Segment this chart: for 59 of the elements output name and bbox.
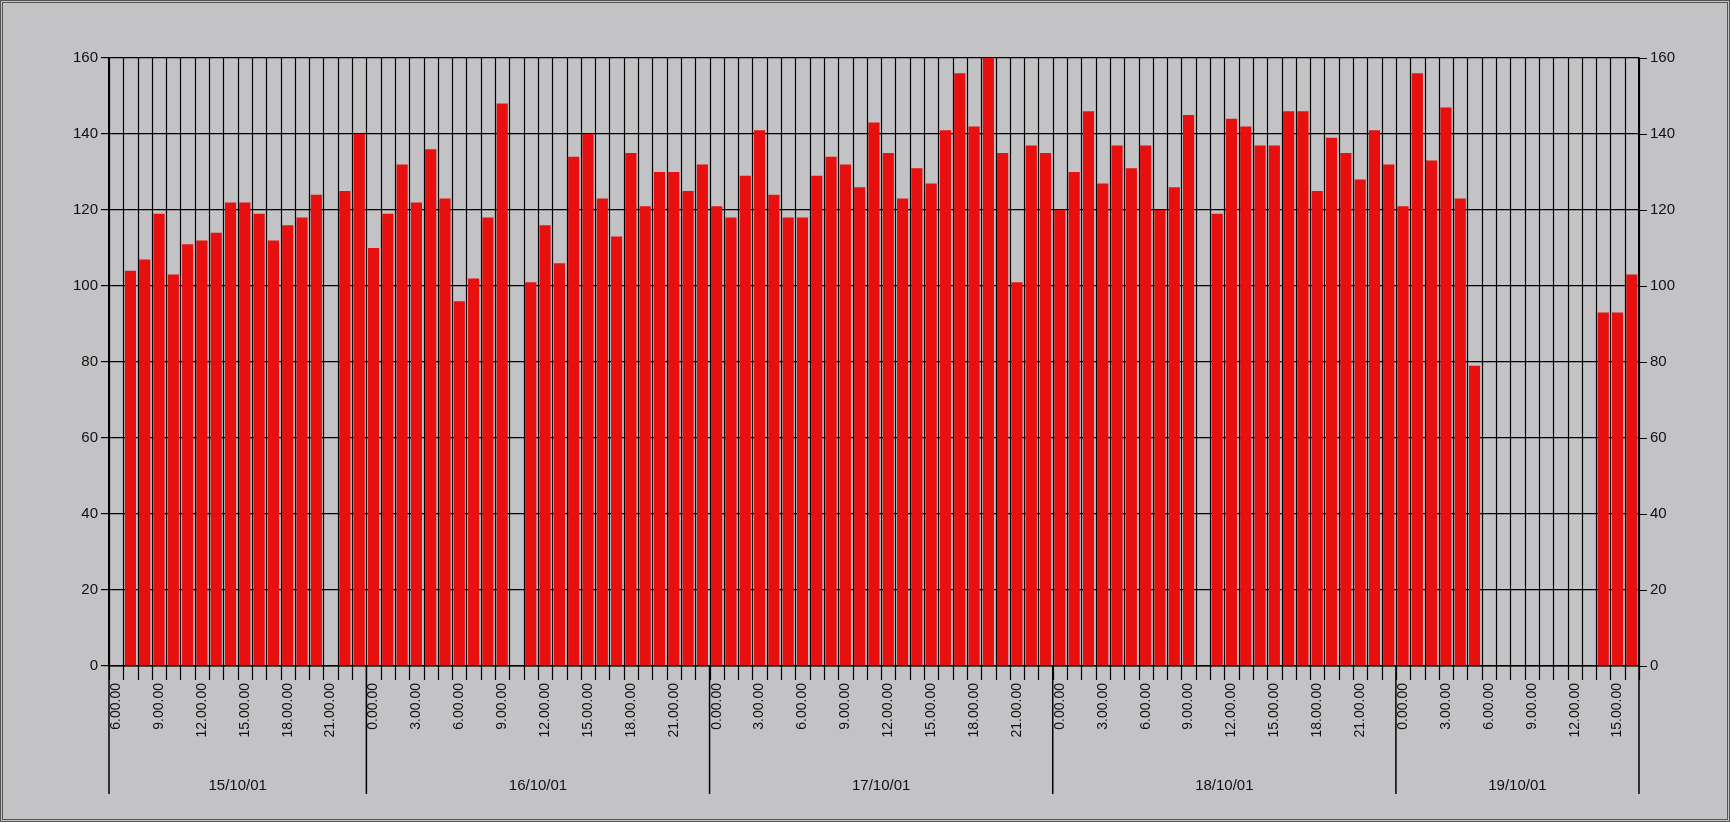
y-tick-label: 140 <box>72 124 98 142</box>
x-tick-label: 6.00.00 <box>793 682 810 730</box>
x-tick-label: 12.00.00 <box>879 682 896 738</box>
x-tick-label: 9.00.00 <box>493 682 510 730</box>
text: 18/10/01 <box>1195 776 1254 794</box>
y-tick-label: 120 <box>72 200 98 218</box>
y2-tick-label: 60 <box>1650 428 1667 446</box>
x-tick-label: 3.00.00 <box>1436 682 1453 730</box>
x-tick-label: 21.00.00 <box>664 682 681 738</box>
y-tick-label: 80 <box>81 352 98 370</box>
x-tick-label: 15.00.00 <box>235 682 252 738</box>
y2-tick-label: 100 <box>1650 276 1676 294</box>
y2-tick-label: 20 <box>1650 580 1667 598</box>
x-tick-label: 18.00.00 <box>964 682 981 738</box>
x-tick-label: 18.00.00 <box>621 682 638 738</box>
x-tick-label: 12.00.00 <box>535 682 552 738</box>
x-tick-label: 0.00.00 <box>1050 682 1067 730</box>
x-tick-label: 12.00.00 <box>192 682 209 738</box>
x-tick-label: 6.00.00 <box>107 682 124 730</box>
x-tick-label: 3.00.00 <box>1093 682 1110 730</box>
x-tick-label: 12.00.00 <box>1222 682 1239 738</box>
x-tick-label: 21.00.00 <box>1007 682 1024 738</box>
text: 16/10/01 <box>508 776 568 794</box>
y2-tick-label: 140 <box>1650 124 1676 142</box>
x-tick-label: 15.00.00 <box>1265 682 1282 738</box>
x-tick-label: 9.00.00 <box>1179 682 1196 730</box>
y-tick-label: 60 <box>81 428 98 446</box>
x-tick-label: 15.00.00 <box>922 682 939 738</box>
x-tick-label: 6.00.00 <box>1479 682 1496 730</box>
x-tick-label: 6.00.00 <box>1136 682 1153 730</box>
y-tick-label: 0 <box>89 656 98 674</box>
y2-tick-label: 120 <box>1650 200 1676 218</box>
x-tick-label: 9.00.00 <box>1522 682 1539 730</box>
x-tick-label: 3.00.00 <box>407 682 424 730</box>
x-tick-label: 15.00.00 <box>1608 682 1625 738</box>
x-tick-label: 12.00.00 <box>1565 682 1582 738</box>
y-tick-label: 40 <box>81 504 98 522</box>
x-tick-label: 9.00.00 <box>836 682 853 730</box>
x-tick-label: 18.00.00 <box>1308 682 1325 738</box>
y2-tick-label: 80 <box>1650 352 1667 370</box>
y2-tick-label: 160 <box>1650 48 1676 66</box>
x-tick-label: 21.00.00 <box>1351 682 1368 738</box>
text: 17/10/01 <box>851 776 911 794</box>
y2-tick-label: 40 <box>1650 504 1667 522</box>
x-tick-label: 18.00.00 <box>278 682 295 738</box>
y-tick-label: 100 <box>72 276 98 294</box>
x-tick-label: 21.00.00 <box>321 682 338 738</box>
x-tick-label: 15.00.00 <box>578 682 595 738</box>
x-tick-label: 0.00.00 <box>707 682 724 730</box>
x-tick-label: 9.00.00 <box>149 682 166 730</box>
x-tick-label: 6.00.00 <box>450 682 467 730</box>
y2-tick-label: 0 <box>1650 656 1659 674</box>
x-tick-label: 0.00.00 <box>364 682 381 730</box>
x-tick-label: 3.00.00 <box>750 682 767 730</box>
y-tick-label: 160 <box>72 48 98 66</box>
y-tick-label: 20 <box>81 580 98 598</box>
x-tick-label: 0.00.00 <box>1393 682 1410 730</box>
text: 19/10/01 <box>1488 776 1547 794</box>
text: 15/10/01 <box>208 776 267 794</box>
